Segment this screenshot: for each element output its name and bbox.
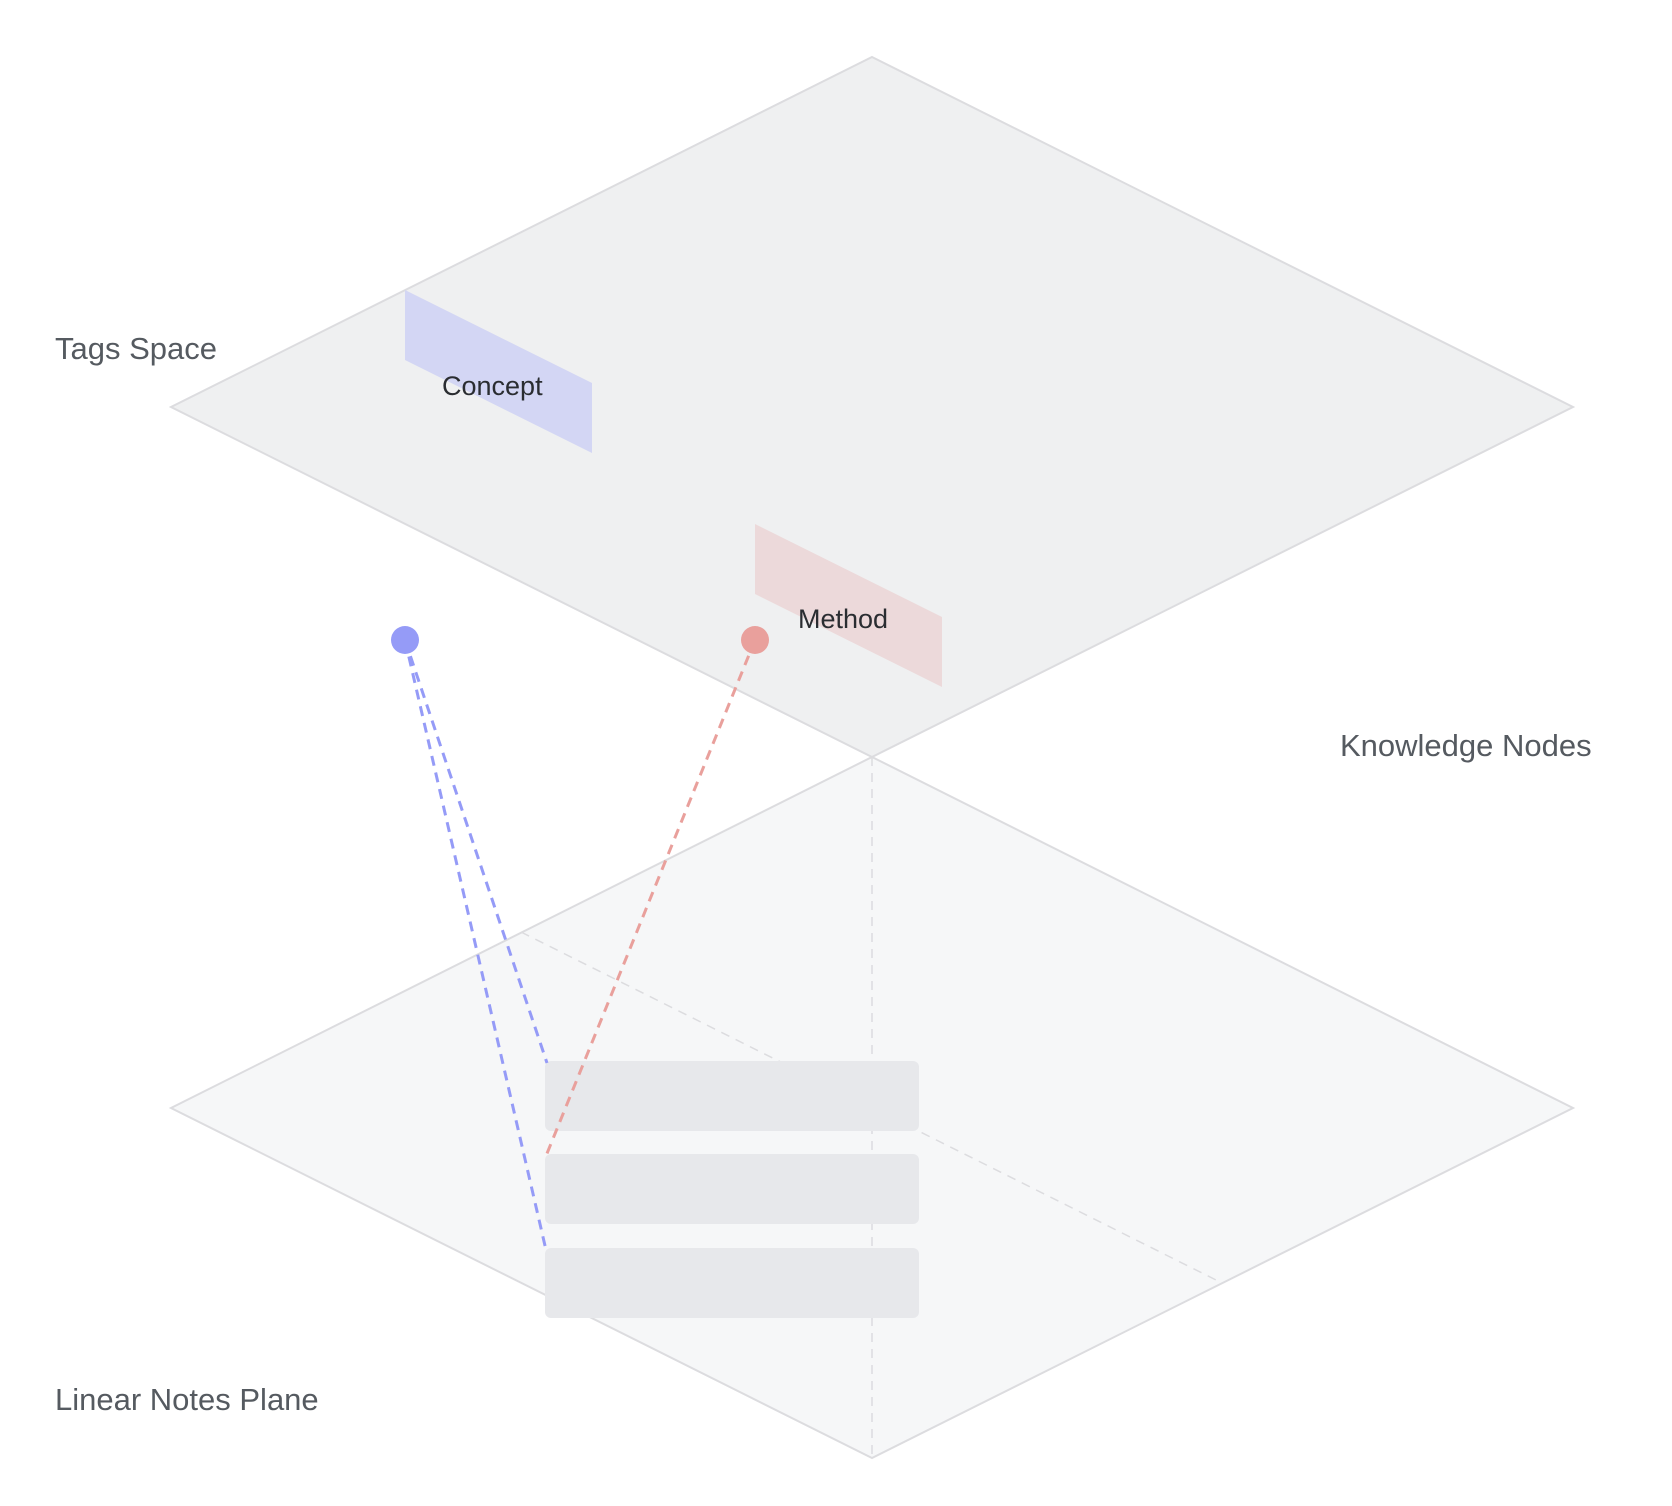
connection-concept-to-note-3 xyxy=(403,639,548,1251)
connection-method-to-note-2 xyxy=(544,639,757,1157)
tag-concept[interactable]: Concept xyxy=(405,290,592,453)
note-row[interactable] xyxy=(545,1154,919,1224)
tag-concept-label: Concept xyxy=(442,371,543,401)
tag-method-label: Method xyxy=(798,604,888,634)
note-row[interactable] xyxy=(545,1248,919,1318)
knowledge-nodes-label: Knowledge Nodes xyxy=(1340,728,1592,763)
knowledge-node-concept[interactable] xyxy=(391,626,419,654)
note-row[interactable] xyxy=(545,1061,919,1131)
tag-method[interactable]: Method xyxy=(755,524,942,687)
connection-concept-to-note-1 xyxy=(403,639,549,1064)
knowledge-node-method[interactable] xyxy=(741,626,769,654)
tag-concept-shape xyxy=(405,290,592,453)
tags-space-plane xyxy=(168,55,1576,759)
tags-space-label: Tags Space xyxy=(55,331,217,366)
tag-method-shape xyxy=(755,524,942,687)
linear-notes-plane-label: Linear Notes Plane xyxy=(55,1382,319,1417)
